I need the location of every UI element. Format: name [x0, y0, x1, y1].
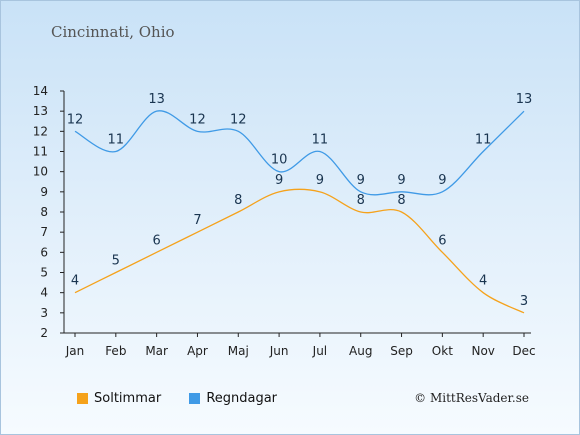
data-label-sun: 9: [275, 173, 283, 188]
legend: Soltimmar Regndagar: [77, 391, 301, 408]
data-label-sun: 8: [397, 193, 405, 208]
y-tick-label: 11: [33, 145, 48, 159]
x-tick-label: Jan: [65, 344, 85, 358]
x-tick-label: Feb: [105, 344, 126, 358]
y-tick-label: 9: [40, 185, 48, 199]
legend-label-rain: Regndagar: [206, 391, 277, 406]
x-tick-label: Sep: [390, 344, 413, 358]
x-tick-label: Jun: [269, 344, 289, 358]
y-tick-label: 7: [40, 225, 48, 239]
series-line-rain: [75, 111, 524, 195]
data-label-rain: 9: [438, 173, 446, 188]
data-label-rain: 11: [475, 133, 492, 148]
data-label-rain: 10: [271, 153, 288, 168]
data-label-sun: 4: [479, 274, 487, 289]
data-label-sun: 6: [438, 233, 446, 248]
data-label-rain: 9: [397, 173, 405, 188]
x-tick-label: Maj: [228, 344, 249, 358]
legend-swatch-rain: [189, 393, 200, 404]
legend-swatch-sun: [77, 393, 88, 404]
data-label-rain: 12: [67, 112, 84, 127]
data-label-rain: 13: [516, 92, 533, 107]
y-tick-label: 4: [40, 286, 48, 300]
data-label-sun: 5: [112, 254, 120, 269]
x-tick-label: Apr: [187, 344, 208, 358]
data-label-rain: 9: [357, 173, 365, 188]
legend-label-sun: Soltimmar: [94, 391, 161, 406]
data-label-sun: 6: [152, 233, 160, 248]
x-tick-label: Okt: [432, 344, 453, 358]
y-tick-label: 6: [40, 245, 48, 259]
data-label-rain: 12: [230, 112, 247, 127]
legend-item-sun: Soltimmar: [77, 391, 161, 406]
y-tick-label: 13: [33, 104, 48, 118]
y-tick-label: 14: [33, 84, 48, 98]
y-tick-label: 5: [40, 266, 48, 280]
y-tick-label: 3: [40, 306, 48, 320]
data-label-sun: 7: [193, 213, 201, 228]
x-tick-label: Nov: [471, 344, 494, 358]
legend-item-rain: Regndagar: [189, 391, 277, 406]
y-tick-label: 12: [33, 124, 48, 138]
data-label-sun: 4: [71, 274, 79, 289]
data-label-rain: 11: [108, 133, 125, 148]
data-label-sun: 8: [234, 193, 242, 208]
data-label-sun: 3: [520, 294, 528, 309]
data-label-sun: 9: [316, 173, 324, 188]
y-tick-label: 10: [33, 165, 48, 179]
y-tick-label: 8: [40, 205, 48, 219]
data-label-rain: 13: [148, 92, 165, 107]
x-tick-label: Dec: [512, 344, 535, 358]
data-label-rain: 12: [189, 112, 206, 127]
x-tick-label: Jul: [312, 344, 327, 358]
x-tick-label: Aug: [349, 344, 372, 358]
data-label-sun: 8: [357, 193, 365, 208]
x-tick-label: Mar: [145, 344, 168, 358]
copyright: © MittResVader.se: [414, 391, 529, 405]
series-line-sun: [75, 189, 524, 313]
data-label-rain: 11: [312, 133, 329, 148]
y-tick-label: 2: [40, 326, 48, 340]
